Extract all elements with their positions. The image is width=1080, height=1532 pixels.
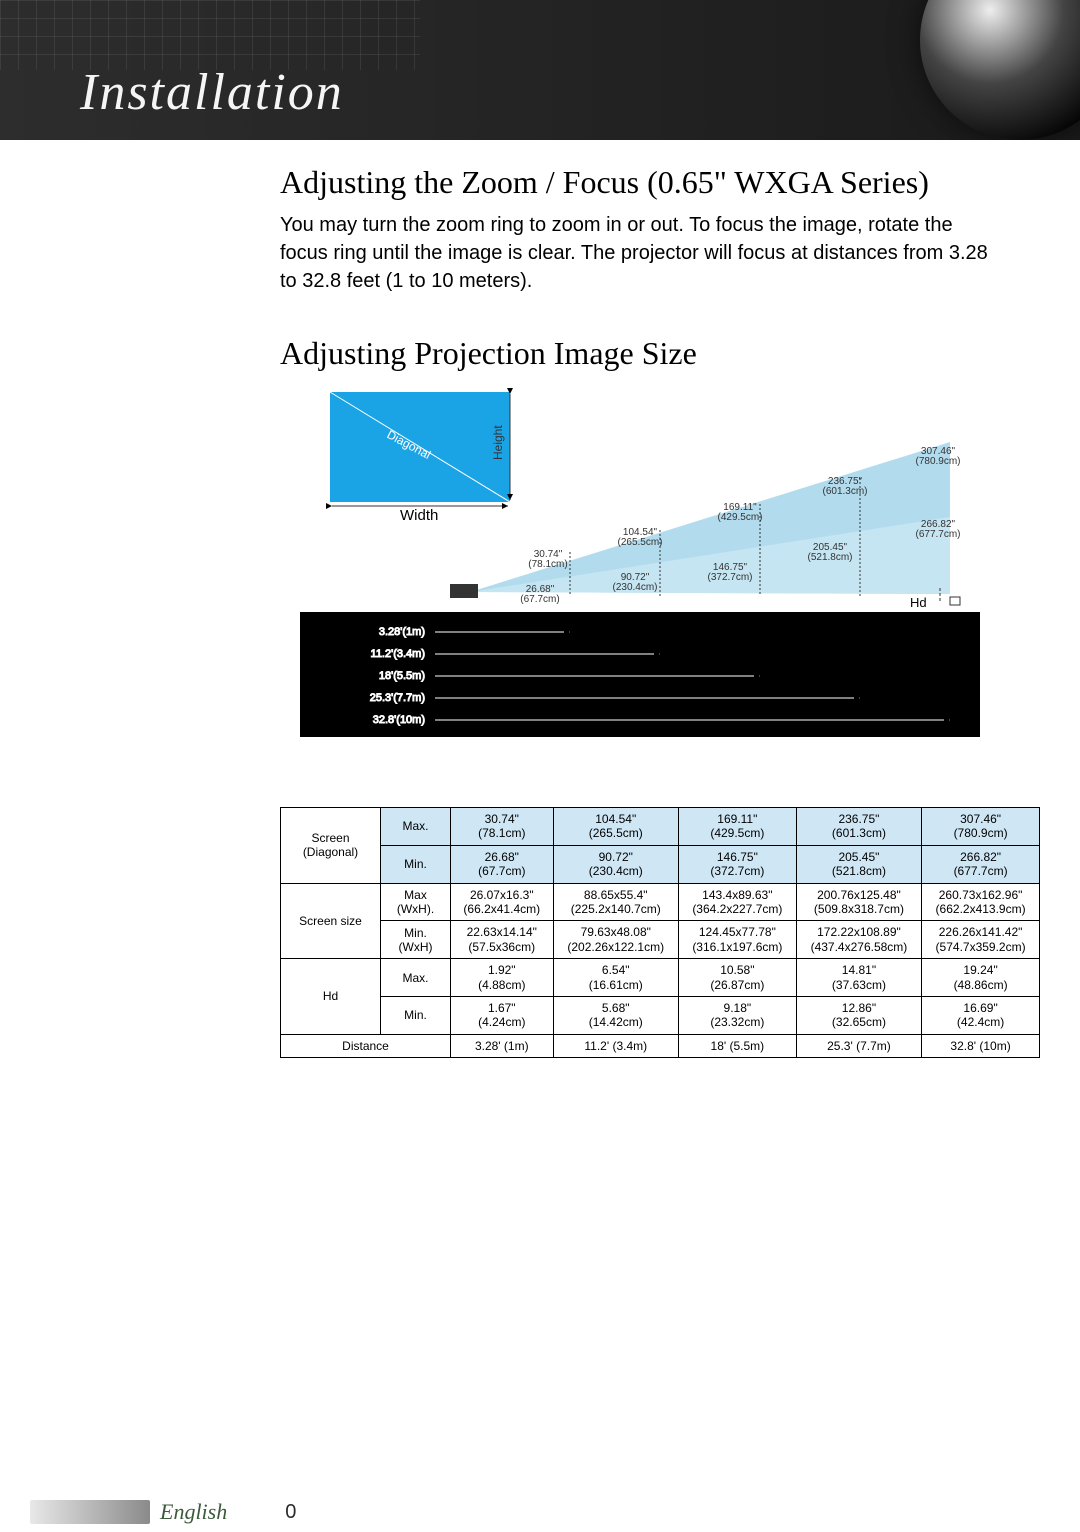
table-row: Min.26.68"(67.7cm)90.72"(230.4cm)146.75"…: [281, 845, 1040, 883]
distance-row-label: Distance: [281, 1034, 451, 1057]
svg-text:(521.8cm): (521.8cm): [807, 552, 852, 563]
row-group-label: Hd: [281, 959, 381, 1035]
row-sub-label: Max.: [381, 808, 451, 846]
data-cell: 11.2' (3.4m): [553, 1034, 678, 1057]
footer-gradient: [30, 1500, 150, 1524]
data-cell: 5.68"(14.42cm): [553, 996, 678, 1034]
data-cell: 10.58"(26.87cm): [678, 959, 796, 997]
row-sub-label: Min.: [381, 845, 451, 883]
table-row: Screen sizeMax (WxH).26.07x16.3"(66.2x41…: [281, 883, 1040, 921]
diagram-hd-label: Hd: [910, 595, 927, 610]
diagram-height-label: Height: [491, 425, 505, 460]
data-cell: 14.81"(37.63cm): [796, 959, 921, 997]
data-cell: 26.68"(67.7cm): [451, 845, 554, 883]
diagram-width-label: Width: [400, 507, 438, 524]
data-cell: 260.73x162.96"(662.2x413.9cm): [922, 883, 1040, 921]
main-content: Adjusting the Zoom / Focus (0.65" WXGA S…: [0, 140, 1080, 1058]
data-cell: 1.92"(4.88cm): [451, 959, 554, 997]
svg-text:(677.7cm): (677.7cm): [915, 529, 960, 540]
footer-page-number: 0: [285, 1501, 296, 1524]
data-cell: 205.45"(521.8cm): [796, 845, 921, 883]
data-cell: 236.75"(601.3cm): [796, 808, 921, 846]
data-cell: 22.63x14.14"(57.5x36cm): [451, 921, 554, 959]
data-cell: 3.28' (1m): [451, 1034, 554, 1057]
table-row: Min. (WxH)22.63x14.14"(57.5x36cm)79.63x4…: [281, 921, 1040, 959]
svg-text:(230.4cm): (230.4cm): [612, 582, 657, 593]
data-cell: 200.76x125.48"(509.8x318.7cm): [796, 883, 921, 921]
data-cell: 124.45x77.78"(316.1x197.6cm): [678, 921, 796, 959]
row-sub-label: Min. (WxH): [381, 921, 451, 959]
data-cell: 266.82"(677.7cm): [922, 845, 1040, 883]
section1-heading: Adjusting the Zoom / Focus (0.65" WXGA S…: [280, 164, 1000, 201]
data-cell: 226.26x141.42"(574.7x359.2cm): [922, 921, 1040, 959]
svg-text:32.8'(10m): 32.8'(10m): [373, 714, 425, 726]
data-cell: 25.3' (7.7m): [796, 1034, 921, 1057]
table-row: Min.1.67"(4.24cm)5.68"(14.42cm)9.18"(23.…: [281, 996, 1040, 1034]
table-row: Distance3.28' (1m)11.2' (3.4m)18' (5.5m)…: [281, 1034, 1040, 1057]
data-cell: 79.63x48.08"(202.26x122.1cm): [553, 921, 678, 959]
data-cell: 30.74"(78.1cm): [451, 808, 554, 846]
projection-size-table: Screen (Diagonal)Max.30.74"(78.1cm)104.5…: [280, 807, 1040, 1058]
row-sub-label: Min.: [381, 996, 451, 1034]
row-group-label: Screen (Diagonal): [281, 808, 381, 884]
data-cell: 9.18"(23.32cm): [678, 996, 796, 1034]
svg-text:(372.7cm): (372.7cm): [707, 572, 752, 583]
data-cell: 104.54"(265.5cm): [553, 808, 678, 846]
section1-body: You may turn the zoom ring to zoom in or…: [280, 211, 1000, 295]
row-sub-label: Max (WxH).: [381, 883, 451, 921]
svg-text:11.2'(3.4m): 11.2'(3.4m): [371, 648, 425, 660]
svg-text:(780.9cm): (780.9cm): [915, 456, 960, 467]
row-group-label: Screen size: [281, 883, 381, 959]
header-banner: Installation: [0, 0, 1080, 140]
row-sub-label: Max.: [381, 959, 451, 997]
footer-language-label: English: [160, 1499, 227, 1525]
data-cell: 6.54"(16.61cm): [553, 959, 678, 997]
data-cell: 26.07x16.3"(66.2x41.4cm): [451, 883, 554, 921]
banner-grid-pattern: [0, 0, 420, 70]
svg-text:(601.3cm): (601.3cm): [822, 486, 867, 497]
svg-text:(265.5cm): (265.5cm): [617, 537, 662, 548]
svg-text:18'(5.5m): 18'(5.5m): [379, 670, 425, 682]
data-cell: 1.67"(4.24cm): [451, 996, 554, 1034]
data-cell: 143.4x89.63"(364.2x227.7cm): [678, 883, 796, 921]
page-title: Installation: [80, 63, 344, 122]
svg-text:(429.5cm): (429.5cm): [717, 512, 762, 523]
data-cell: 88.65x55.4"(225.2x140.7cm): [553, 883, 678, 921]
projection-diagram: Diagonal Height Width Hd 307.46": [280, 382, 1000, 757]
svg-text:(78.1cm): (78.1cm): [528, 559, 567, 570]
data-cell: 146.75"(372.7cm): [678, 845, 796, 883]
data-cell: 90.72"(230.4cm): [553, 845, 678, 883]
data-cell: 16.69"(42.4cm): [922, 996, 1040, 1034]
table-row: HdMax.1.92"(4.88cm)6.54"(16.61cm)10.58"(…: [281, 959, 1040, 997]
table-row: Screen (Diagonal)Max.30.74"(78.1cm)104.5…: [281, 808, 1040, 846]
svg-text:(67.7cm): (67.7cm): [520, 594, 559, 605]
section2-heading: Adjusting Projection Image Size: [280, 335, 1000, 372]
data-cell: 172.22x108.89"(437.4x276.58cm): [796, 921, 921, 959]
page-footer: English 0: [0, 1492, 1080, 1532]
svg-text:3.28'(1m): 3.28'(1m): [379, 626, 425, 638]
lens-graphic: [920, 0, 1080, 140]
data-cell: 18' (5.5m): [678, 1034, 796, 1057]
data-cell: 32.8' (10m): [922, 1034, 1040, 1057]
svg-text:25.3'(7.7m): 25.3'(7.7m): [370, 692, 425, 704]
data-cell: 169.11"(429.5cm): [678, 808, 796, 846]
data-cell: 19.24"(48.86cm): [922, 959, 1040, 997]
data-cell: 12.86"(32.65cm): [796, 996, 921, 1034]
data-cell: 307.46"(780.9cm): [922, 808, 1040, 846]
